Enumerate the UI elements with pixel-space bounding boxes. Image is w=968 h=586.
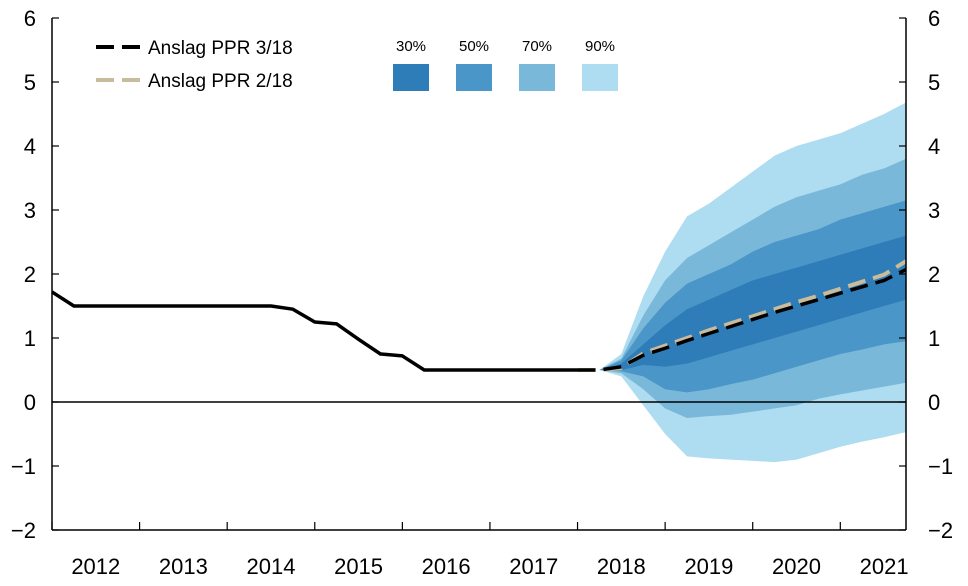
y-tick-label-right: 5	[928, 70, 940, 95]
legend-band-swatch	[393, 64, 429, 91]
x-tick-label: 2014	[246, 554, 295, 579]
y-tick-label-right: 0	[928, 390, 940, 415]
y-tick-label-right: 4	[928, 134, 940, 159]
y-tick-label-right: 1	[928, 326, 940, 351]
x-tick-label: 2016	[422, 554, 471, 579]
y-tick-label-left: −2	[11, 518, 36, 543]
legend-band-swatch	[582, 64, 618, 91]
y-tick-label-right: −1	[928, 454, 953, 479]
legend-band-label: 70%	[522, 38, 552, 55]
y-tick-label-left: 3	[24, 198, 36, 223]
y-tick-label-left: 1	[24, 326, 36, 351]
uncertainty-bands	[599, 102, 906, 463]
legend-line-label: Anslag PPR 2/18	[148, 71, 293, 92]
x-tick-label: 2019	[684, 554, 733, 579]
legend-line-label: Anslag PPR 3/18	[148, 38, 293, 59]
series-ppr318-forecast-line	[577, 267, 907, 372]
y-tick-label-right: −2	[928, 518, 953, 543]
legend-band-swatch	[456, 64, 492, 91]
x-tick-label: 2015	[334, 554, 383, 579]
series-ppr318-history-line	[51, 290, 578, 372]
y-tick-label-left: 5	[24, 70, 36, 95]
x-tick-label: 2021	[860, 554, 909, 579]
plot-frame	[51, 17, 907, 531]
x-tick-label: 2020	[772, 554, 821, 579]
legend-band-label: 30%	[396, 38, 426, 55]
band-30pct	[599, 235, 906, 370]
y-tick-label-left: 0	[24, 390, 36, 415]
x-tick-label: 2017	[509, 554, 558, 579]
legend-band-label: 50%	[459, 38, 489, 55]
x-tick-label: 2013	[159, 554, 208, 579]
y-tick-label-left: −1	[11, 454, 36, 479]
legend-band-label: 90%	[585, 38, 615, 55]
y-tick-label-left: 6	[24, 6, 36, 31]
x-tick-label: 2012	[71, 554, 120, 579]
x-tick-label: 2018	[597, 554, 646, 579]
y-tick-label-left: 4	[24, 134, 36, 159]
y-tick-label-right: 6	[928, 6, 940, 31]
series-lines	[51, 259, 908, 372]
y-tick-label-left: 2	[24, 262, 36, 287]
y-tick-label-right: 2	[928, 262, 940, 287]
legend-band-swatch	[519, 64, 555, 91]
legend: Anslag PPR 3/18 Anslag PPR 2/18 30% 50% 70% 9…	[96, 38, 618, 92]
tick-labels: −2 −2 −1 −1 0 0 1 1 2 2 3 3 4 4 5 5 6 6 2012 2013 2014 2015 20…	[11, 6, 953, 579]
y-tick-label-right: 3	[928, 198, 940, 223]
